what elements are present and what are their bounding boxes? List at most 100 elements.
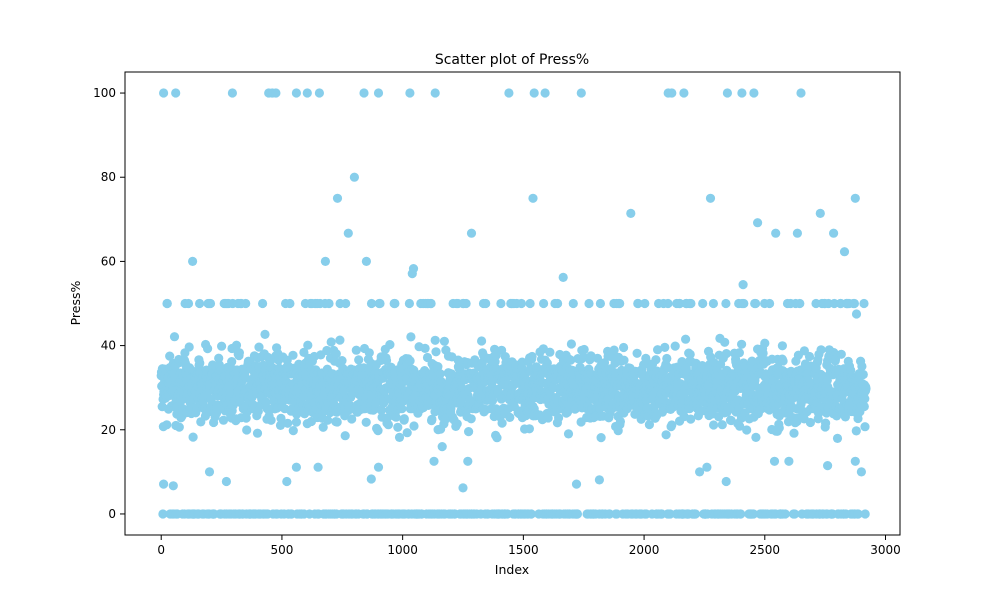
y-tick-label: 100 — [93, 86, 116, 100]
data-point — [168, 481, 178, 491]
data-point — [407, 269, 417, 279]
data-point — [271, 88, 281, 98]
data-point — [435, 369, 445, 379]
data-point — [851, 309, 862, 319]
data-point — [661, 430, 671, 440]
data-point — [373, 88, 384, 98]
data-point — [795, 298, 805, 309]
data-point — [461, 298, 471, 309]
data-point — [784, 456, 794, 466]
data-point — [850, 193, 860, 203]
data-point — [324, 298, 334, 309]
data-point — [291, 417, 301, 427]
data-point — [218, 415, 229, 425]
data-point — [433, 362, 443, 372]
data-point — [685, 349, 695, 359]
data-point — [188, 432, 198, 442]
data-point — [174, 422, 184, 432]
data-point — [390, 298, 400, 309]
data-point — [391, 412, 401, 422]
data-point — [626, 208, 636, 218]
data-point — [751, 298, 761, 309]
data-point — [789, 428, 799, 438]
data-point — [242, 425, 252, 435]
data-point — [738, 280, 748, 290]
data-point — [860, 509, 870, 519]
data-point — [466, 414, 476, 424]
data-point — [383, 420, 393, 430]
data-point — [720, 337, 730, 347]
data-point — [619, 355, 629, 365]
data-point — [354, 355, 364, 365]
data-point — [323, 415, 333, 425]
data-point — [615, 298, 625, 309]
data-point — [405, 88, 415, 98]
data-point — [663, 298, 673, 309]
data-point — [698, 298, 708, 309]
data-point — [341, 298, 351, 309]
data-point — [203, 344, 213, 354]
data-point — [406, 332, 416, 342]
data-point — [430, 335, 440, 345]
data-point — [681, 334, 691, 344]
data-point — [751, 432, 761, 442]
data-point — [778, 356, 788, 366]
data-point — [667, 420, 677, 430]
data-point — [747, 356, 757, 366]
data-point — [420, 343, 430, 353]
data-point — [705, 193, 716, 203]
data-point — [393, 422, 403, 432]
data-point — [285, 298, 295, 309]
data-point — [667, 88, 677, 98]
data-point — [632, 348, 642, 358]
data-point — [351, 345, 361, 355]
y-tick-label: 40 — [101, 339, 116, 353]
data-point — [343, 228, 353, 238]
data-point — [771, 228, 781, 238]
data-point — [361, 417, 371, 427]
data-point — [291, 88, 301, 98]
data-point — [260, 329, 270, 339]
data-point — [539, 298, 549, 309]
data-point — [529, 88, 539, 98]
data-point — [721, 476, 731, 487]
data-point — [188, 256, 198, 266]
data-point — [679, 88, 689, 98]
data-point — [429, 456, 439, 466]
data-point — [162, 420, 172, 430]
data-point — [540, 88, 550, 98]
plot-frame — [124, 71, 901, 536]
data-point — [288, 350, 298, 360]
data-point — [231, 340, 242, 350]
data-point — [568, 298, 578, 309]
data-point — [527, 351, 537, 362]
data-point — [227, 357, 237, 367]
x-tick-label: 1500 — [508, 543, 539, 557]
data-point — [320, 256, 330, 266]
data-point — [734, 348, 745, 358]
data-point — [737, 88, 747, 98]
data-point — [349, 172, 359, 182]
data-point — [721, 349, 732, 359]
data-point — [426, 298, 436, 309]
data-point — [405, 356, 415, 366]
data-point — [708, 298, 719, 309]
data-point — [158, 509, 168, 519]
data-point — [839, 247, 850, 257]
data-point — [572, 509, 583, 519]
data-point — [856, 467, 867, 477]
data-point — [376, 405, 386, 415]
x-tick-label: 500 — [270, 543, 293, 557]
data-point — [615, 416, 626, 427]
y-axis-label: Press% — [68, 280, 83, 325]
data-point — [366, 474, 376, 484]
data-point — [303, 340, 313, 350]
data-point — [505, 412, 515, 422]
data-point — [609, 345, 619, 355]
data-point — [566, 355, 576, 365]
data-point — [670, 341, 680, 351]
data-point — [430, 88, 440, 98]
data-point — [195, 358, 205, 368]
data-point — [640, 298, 650, 309]
data-point — [394, 432, 405, 442]
